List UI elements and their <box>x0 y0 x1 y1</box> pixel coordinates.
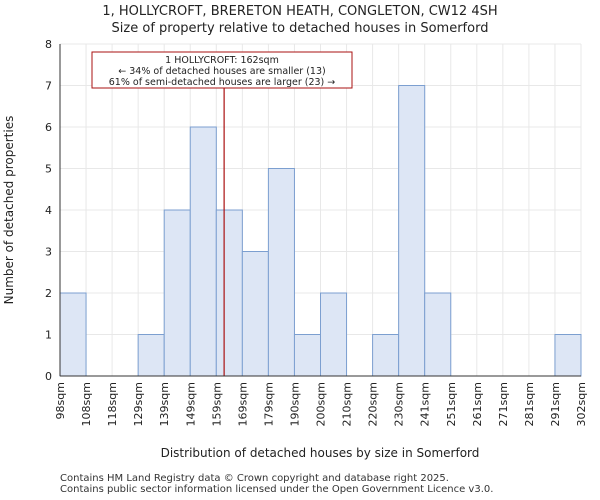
histogram-bar <box>554 334 582 377</box>
annotation-border <box>91 51 353 89</box>
x-tick-label: 190sqm <box>288 382 301 426</box>
x-tick-label: 291sqm <box>549 382 562 426</box>
annotation-line-3: 61% of semi-detached houses are larger (… <box>109 77 336 88</box>
axes-layer <box>59 44 581 377</box>
histogram-bar <box>215 209 243 377</box>
x-tick-label: 159sqm <box>210 382 223 426</box>
y-tick-label: 1 <box>45 329 52 342</box>
footer-line-1: Contains HM Land Registry data © Crown c… <box>60 473 449 484</box>
annotation-line-2: ← 34% of detached houses are smaller (13… <box>118 66 325 77</box>
x-tick-label: 230sqm <box>393 382 406 426</box>
y-tick-label: 3 <box>45 246 52 259</box>
x-tick-label: 261sqm <box>471 382 484 426</box>
histogram-bar <box>267 168 295 377</box>
y-axis-label: Number of detached properties <box>2 116 16 305</box>
x-tick-label: 108sqm <box>80 382 93 426</box>
histogram-bar <box>137 334 165 377</box>
x-axis-label: Distribution of detached houses by size … <box>161 446 480 460</box>
histogram-bar <box>163 209 191 377</box>
y-tick-label: 8 <box>45 38 52 51</box>
histogram-bar <box>320 292 348 377</box>
y-tick-label: 0 <box>45 370 52 383</box>
x-tick-label: 271sqm <box>497 382 510 426</box>
y-tick-label: 6 <box>45 121 52 134</box>
footer-line-2: Contains public sector information licen… <box>60 484 494 495</box>
x-tick-label: 179sqm <box>262 382 275 426</box>
x-tick-label: 149sqm <box>184 382 197 426</box>
histogram-bar <box>293 334 322 377</box>
annotation-line-1: 1 HOLLYCROFT: 162sqm <box>165 55 279 66</box>
chart-subtitle: Size of property relative to detached ho… <box>111 21 489 36</box>
x-tick-label: 169sqm <box>236 382 249 426</box>
histogram-chart: 0 1 2 3 4 5 6 7 8 98sqm 108sqm 118sqm 129sqm 139sqm 14… <box>2 38 588 460</box>
y-tick-label: 7 <box>45 80 52 93</box>
histogram-bar <box>424 292 452 377</box>
x-tick-label: 251sqm <box>445 382 458 426</box>
chart-title-line-1: 1, HOLLYCROFT, BRERETON HEATH, CONGLETON… <box>102 4 498 19</box>
x-tick-label: 118sqm <box>106 382 119 426</box>
footer: Contains HM Land Registry data © Crown c… <box>60 473 493 495</box>
y-tick-label: 2 <box>45 287 52 300</box>
x-tick-label: 129sqm <box>132 382 145 426</box>
x-tick-label: 200sqm <box>315 382 328 426</box>
y-tick-label: 4 <box>45 204 52 217</box>
annotation-box: 1 HOLLYCROFT: 162sqm ← 34% of detached h… <box>91 51 353 89</box>
histogram-bar <box>241 251 269 377</box>
chart-title: 1, HOLLYCROFT, BRERETON HEATH, CONGLETON… <box>0 3 600 37</box>
x-tick-label: 241sqm <box>419 382 432 426</box>
histogram-bar <box>398 85 426 377</box>
histogram-bar <box>372 334 400 377</box>
x-tick-label: 220sqm <box>367 382 380 426</box>
x-tick-label: 281sqm <box>523 382 536 426</box>
x-tick-label: 139sqm <box>158 382 171 426</box>
histogram-bar <box>189 126 217 377</box>
y-tick-label: 5 <box>45 163 52 176</box>
x-tick-label: 210sqm <box>341 382 354 426</box>
x-tick-label: 98sqm <box>54 382 67 419</box>
ticks-layer: 0 1 2 3 4 5 6 7 8 98sqm 108sqm 118sqm 129sqm 139sqm 14… <box>45 38 588 426</box>
x-tick-label: 302sqm <box>575 382 588 426</box>
bars-layer <box>59 85 582 377</box>
histogram-bar <box>59 292 87 377</box>
